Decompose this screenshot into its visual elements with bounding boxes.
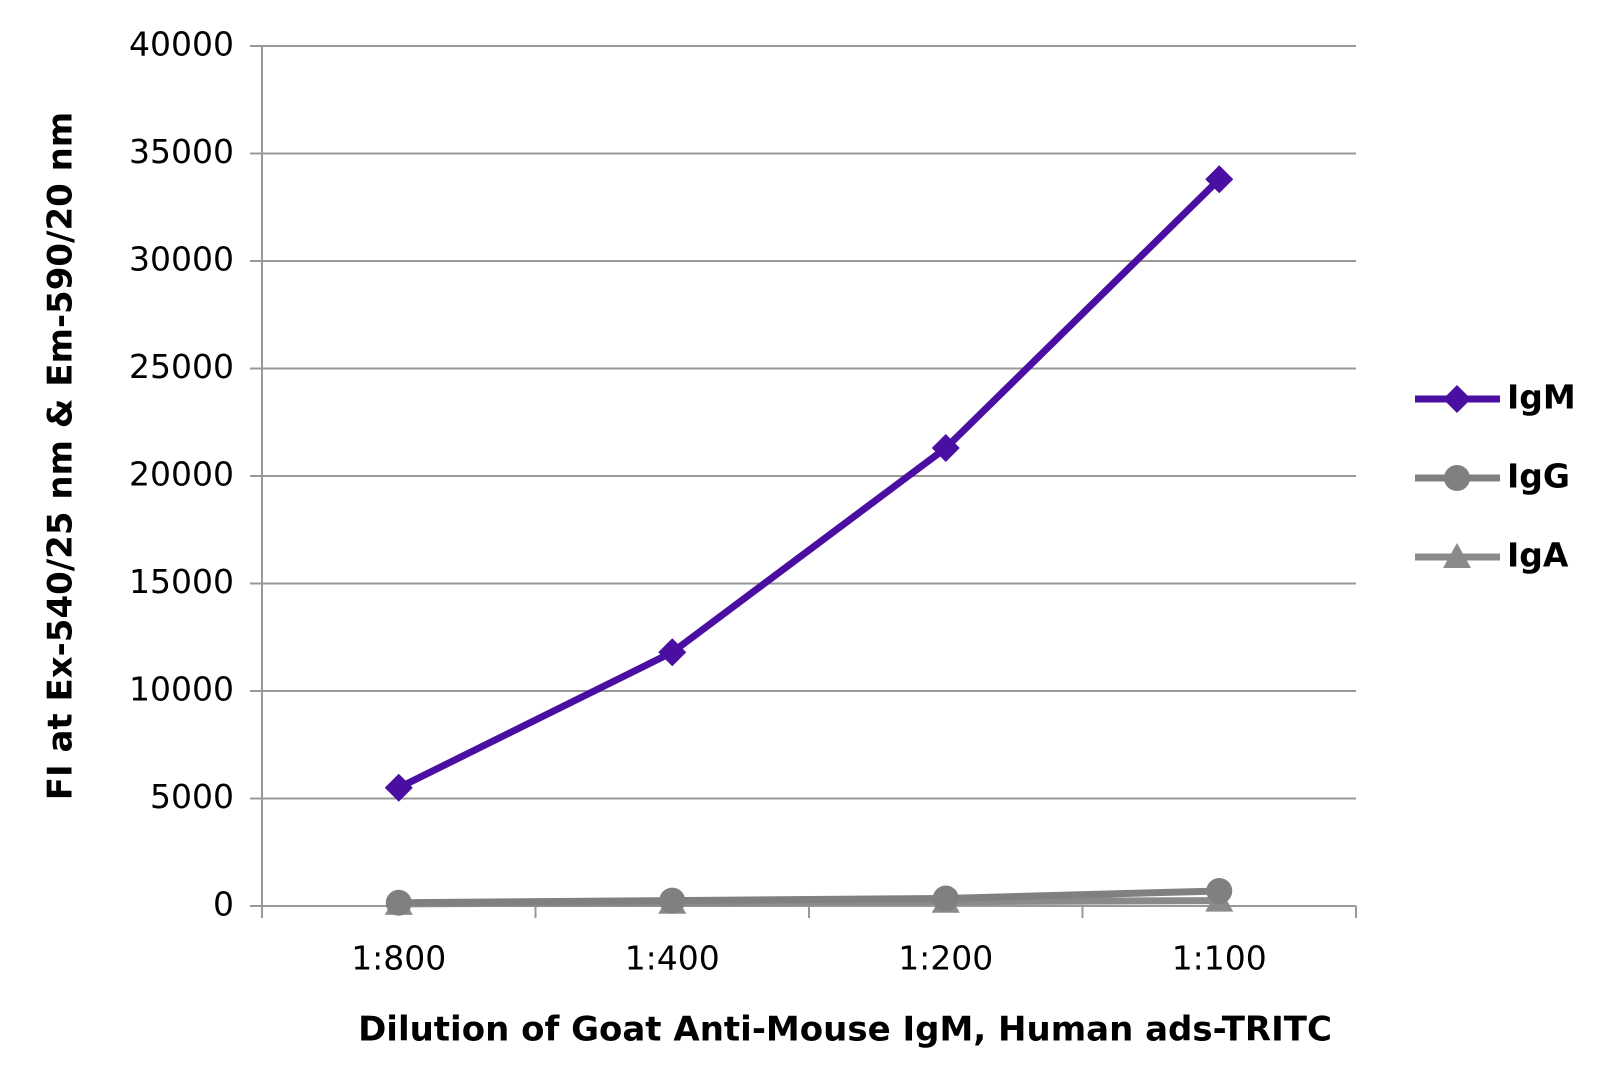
y-tick-label: 30000: [129, 240, 234, 279]
x-tick-label: 1:400: [625, 939, 720, 978]
y-tick-label: 25000: [129, 347, 234, 386]
x-axis-title: Dilution of Goat Anti-Mouse IgM, Human a…: [358, 1010, 1332, 1050]
data-point: [658, 638, 687, 667]
legend-label: IgA: [1507, 536, 1569, 575]
y-tick-label: 40000: [129, 25, 234, 64]
data-point: [1205, 165, 1234, 194]
x-tick-label: 1:800: [351, 939, 446, 978]
y-tick-label: 10000: [129, 670, 234, 709]
data-point: [385, 889, 412, 916]
x-tick-label: 1:100: [1172, 939, 1267, 978]
legend-label: IgM: [1507, 378, 1576, 417]
data-point: [659, 887, 686, 914]
y-tick-label: 5000: [150, 777, 234, 816]
y-axis-title: FI at Ex-540/25 nm & Em-590/20 nm: [41, 112, 81, 800]
data-point: [384, 773, 413, 802]
series-line: [397, 176, 1222, 791]
series-line: [398, 887, 1220, 907]
data-point: [1206, 877, 1233, 904]
y-tick-label: 15000: [129, 562, 234, 601]
y-tick-label: 35000: [129, 132, 234, 171]
y-tick-label: 20000: [129, 455, 234, 494]
legend-marker: [1443, 543, 1471, 568]
legend-label: IgG: [1507, 457, 1570, 496]
data-point: [932, 885, 959, 912]
data-point: [931, 434, 960, 463]
x-tick-label: 1:200: [898, 939, 993, 978]
legend-marker: [1443, 385, 1471, 413]
y-tick-label: 0: [213, 885, 234, 924]
legend-marker: [1444, 465, 1470, 491]
